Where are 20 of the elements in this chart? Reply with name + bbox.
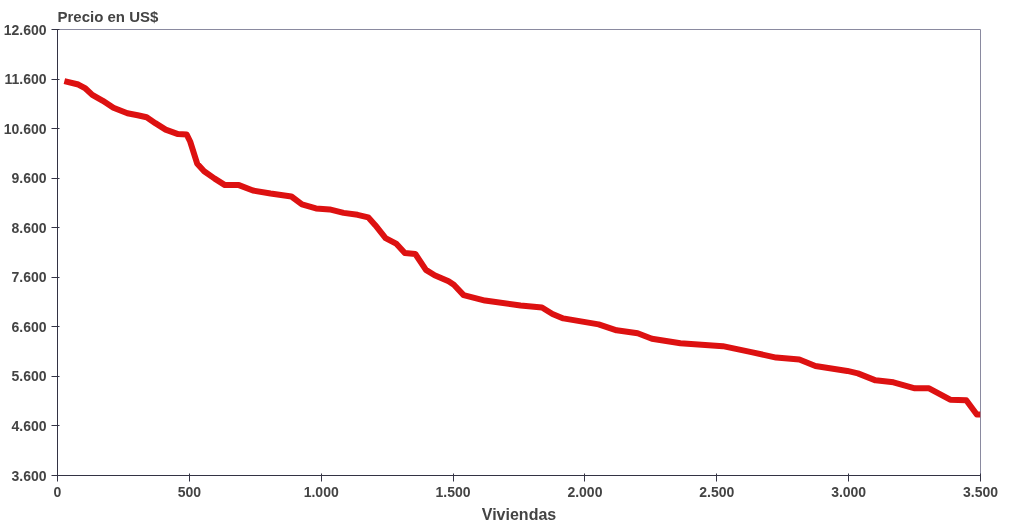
y-tick-label: 7.600: [11, 269, 47, 286]
x-tick-label: 1.000: [303, 483, 339, 500]
y-tick-label: 10.600: [3, 120, 47, 137]
x-tick-label: 0: [53, 483, 62, 500]
y-tick-label: 12.600: [3, 21, 47, 38]
x-tick-label: 2.000: [567, 483, 603, 500]
y-tick-label: 6.600: [11, 318, 47, 335]
x-axis-title: Viviendas: [481, 505, 557, 523]
y-tick-label: 11.600: [4, 71, 47, 88]
x-tick-label: 3.500: [962, 483, 999, 500]
x-tick-label: 3.000: [831, 483, 867, 500]
y-tick-label: 4.600: [11, 417, 47, 434]
y-tick-label: 5.600: [11, 368, 47, 385]
x-tick-label: 500: [177, 483, 202, 500]
y-tick-label: 3.600: [11, 467, 47, 484]
y-axis-title: Precio en US$: [57, 7, 160, 25]
x-tick-label: 2.500: [699, 483, 735, 500]
y-tick-label: 8.600: [11, 219, 47, 236]
x-tick-label: 1.500: [435, 483, 471, 500]
y-tick-label: 9.600: [11, 170, 47, 187]
